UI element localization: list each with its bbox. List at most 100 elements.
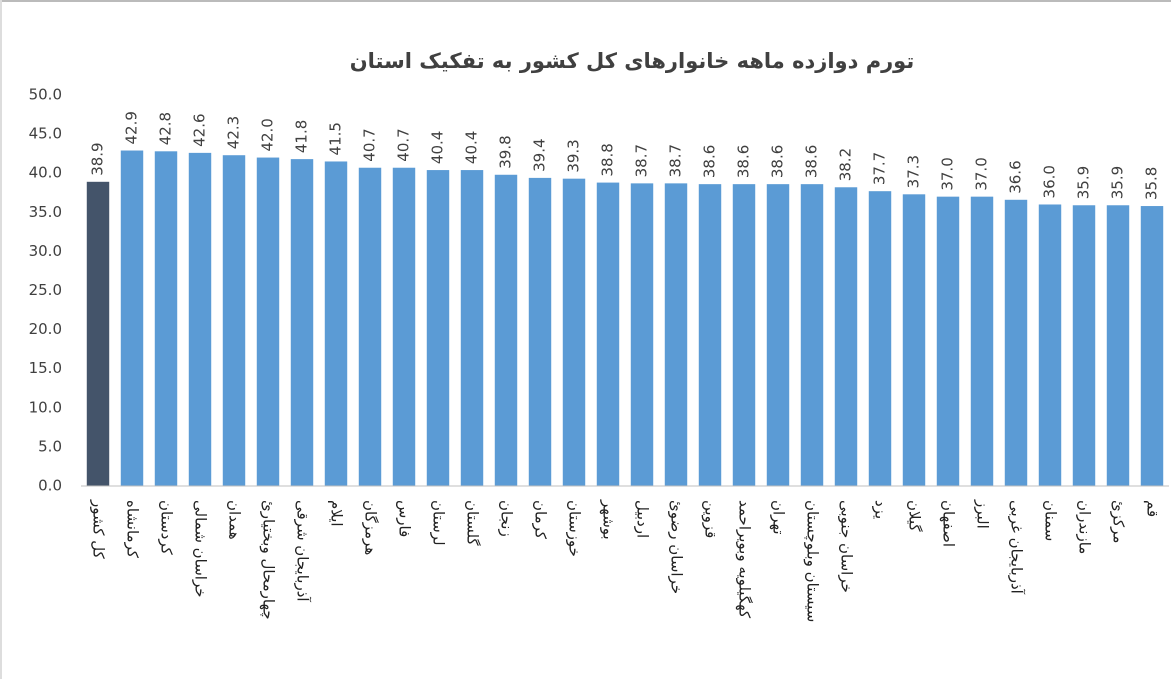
x-tick-label: اردبیل [634,500,652,538]
x-tick-label: چهارمحال وبختیاریٔ [260,500,278,620]
bar [1140,206,1164,486]
bar [970,196,994,486]
x-tick-label: بوشهر [600,499,618,540]
value-label: 41.5 [327,122,345,155]
bar [358,167,382,486]
bar [1004,199,1028,486]
bar [290,159,314,486]
x-tick-label: خراسان رضویٔ [668,500,686,594]
value-label: 37.0 [939,157,957,190]
y-tick-label: 50.0 [29,86,62,104]
value-label: 38.7 [667,144,685,177]
x-tick-label: البرز [974,499,992,529]
x-tick-label: گیلان [906,500,924,532]
bar [392,167,416,486]
x-tick-label: هرمزگان [362,500,380,555]
bar [630,183,654,486]
bar [494,174,518,486]
value-label: 36.6 [1007,160,1025,193]
value-label: 35.9 [1109,166,1127,199]
bar [902,194,926,486]
x-tick-label: یزد [872,500,890,519]
bar [1072,205,1096,486]
value-label: 38.6 [735,145,753,178]
bar [120,150,144,486]
x-tick-label: مازندران [1076,500,1094,554]
x-tick-label: قم [1144,500,1162,517]
value-label: 36.0 [1041,165,1059,198]
value-label: 40.7 [361,128,379,161]
y-tick-label: 10.0 [29,398,62,416]
x-tick-label: خراسان شمالی [192,500,210,598]
bar [868,191,892,486]
x-tick-label: سیستان وبلوچستان [804,500,822,622]
y-tick-label: 40.0 [29,164,62,182]
x-tick-label: خراسان جنوبی [838,500,856,593]
y-tick-label: 5.0 [38,437,62,455]
value-label: 39.4 [531,138,549,171]
value-label: 38.9 [89,142,107,175]
value-label: 40.7 [395,128,413,161]
x-tick-label: کل کشور [90,499,108,560]
bar [154,151,178,486]
bar [426,170,450,486]
x-tick-label: آذربایجان شرقی [294,500,312,602]
x-tick-label: قزوین [702,500,720,538]
x-tick-label: اصفهان [940,500,958,547]
bar [188,152,212,487]
y-tick-label: 20.0 [29,320,62,338]
bar [698,184,722,486]
x-tick-label: فارس [396,500,414,537]
x-tick-label: تهران [770,500,788,535]
bar [732,184,756,486]
value-label: 38.6 [769,145,787,178]
bar [1106,205,1130,486]
value-label: 35.8 [1143,167,1161,200]
value-label: 42.3 [225,116,243,149]
x-tick-label: کرمان [532,500,550,540]
x-tick-label: گلستان [464,500,482,546]
x-tick-label: سمنان [1042,500,1060,541]
x-tick-label: خوزستان [566,500,584,557]
y-tick-label: 0.0 [38,477,62,495]
value-label: 35.9 [1075,166,1093,199]
value-label: 39.3 [565,139,583,172]
bar [86,181,110,486]
x-tick-label: مرکزیٔ [1110,500,1128,543]
x-tick-label: همدان [226,500,244,540]
bar [664,183,688,486]
value-label: 37.0 [973,157,991,190]
y-tick-label: 15.0 [29,359,62,377]
value-label: 38.8 [599,143,617,176]
bar [562,178,586,486]
value-label: 38.6 [803,145,821,178]
bar [528,177,552,486]
x-tick-label: لرستان [430,500,448,546]
bar [324,161,348,486]
value-label: 37.7 [871,152,889,185]
bar [834,187,858,486]
x-tick-label: زنجان [498,500,516,537]
value-label: 40.4 [429,131,447,164]
value-label: 42.0 [259,118,277,151]
x-tick-label: ایلام [328,500,346,527]
value-label: 42.6 [191,113,209,146]
bar [256,157,280,486]
x-tick-label: کرمانشاه [124,500,142,559]
value-label: 42.8 [157,112,175,145]
y-tick-label: 30.0 [29,242,62,260]
y-tick-label: 45.0 [29,125,62,143]
bar [596,182,620,487]
bar [460,170,484,486]
x-tick-label: کهگیلویه وبویراحمد [736,500,754,619]
value-label: 41.8 [293,120,311,153]
chart-title: تورم دوازده ماهه خانوارهای کل کشور به تف… [350,49,914,73]
value-label: 38.7 [633,144,651,177]
x-tick-label: آذربایجان غربی [1008,500,1026,595]
y-tick-label: 35.0 [29,203,62,221]
bar [936,196,960,486]
y-tick-label: 25.0 [29,281,62,299]
bar [766,184,790,486]
x-tick-label: کردستان [158,500,176,556]
value-label: 38.2 [837,148,855,181]
